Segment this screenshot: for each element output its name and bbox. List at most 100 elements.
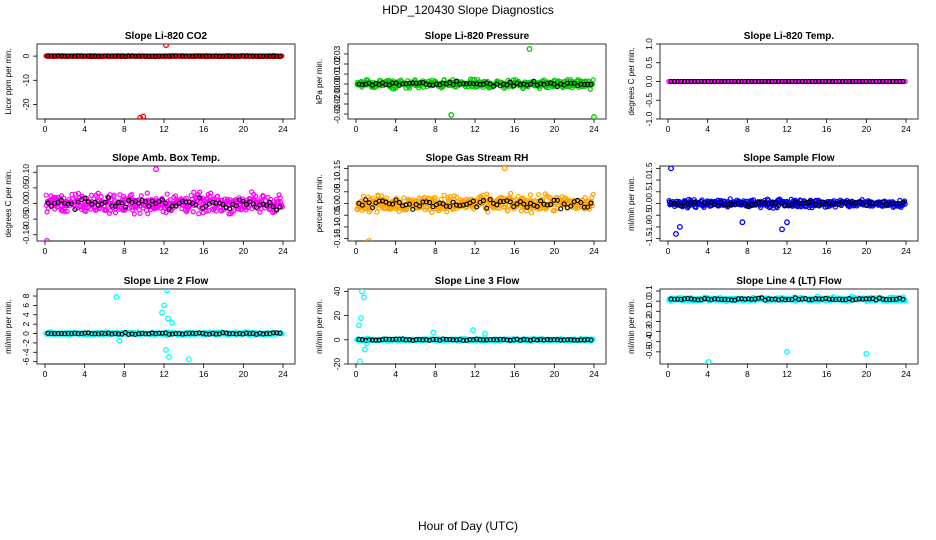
data-points xyxy=(43,289,285,363)
mean-point xyxy=(585,81,591,87)
mean-point xyxy=(200,53,206,59)
outlier-point xyxy=(705,359,712,364)
y-axis-label: percent per min. xyxy=(315,175,324,233)
x-tick-label: 24 xyxy=(589,124,599,134)
mean-point xyxy=(568,80,574,86)
mean-point xyxy=(116,53,122,59)
x-tick-label: 20 xyxy=(239,246,249,256)
mean-point xyxy=(809,198,815,205)
mean-point xyxy=(277,330,283,336)
mean-point xyxy=(887,297,893,303)
series-point xyxy=(902,78,908,85)
mean-point xyxy=(728,201,735,207)
series-point xyxy=(253,193,259,199)
x-tick-label: 16 xyxy=(199,369,209,379)
y-tick-label: -4 xyxy=(21,348,31,356)
mean-point xyxy=(227,331,233,337)
outlier-point xyxy=(44,238,50,241)
mean-point xyxy=(524,204,530,210)
mean-point xyxy=(430,336,436,342)
mean-point xyxy=(538,336,544,343)
mean-point xyxy=(715,296,721,302)
x-tick-label: 24 xyxy=(901,246,911,256)
y-tick-label: 0.02 xyxy=(332,55,342,72)
mean-point xyxy=(762,78,768,85)
mean-point xyxy=(551,197,557,203)
mean-point xyxy=(668,78,674,85)
mean-point xyxy=(427,199,433,206)
mean-point xyxy=(759,78,765,85)
mean-point xyxy=(575,337,581,343)
mean-point xyxy=(68,331,75,337)
series-point xyxy=(527,192,533,198)
mean-point xyxy=(524,337,530,343)
mean-point xyxy=(725,202,731,208)
mean-point xyxy=(99,330,105,336)
y-tick-label: 0.0 xyxy=(644,197,654,209)
mean-point xyxy=(274,330,280,336)
mean-point xyxy=(551,337,557,343)
mean-point xyxy=(186,330,192,336)
outlier-point xyxy=(591,114,597,119)
mean-point xyxy=(816,78,822,85)
mean-point xyxy=(68,53,75,59)
mean-point xyxy=(52,330,58,337)
mean-point xyxy=(233,203,239,209)
mean-point xyxy=(853,78,859,85)
series-point xyxy=(247,196,253,202)
panel-1: Slope Li-820 CO2 Licor ppm per min. 0 4 8 12 1… xyxy=(4,31,296,134)
mean-point xyxy=(433,81,439,87)
mean-point xyxy=(772,200,778,206)
panel-4: Slope Amb. Box Temp. degrees C per min. 0 4… xyxy=(4,153,296,256)
mean-point xyxy=(839,78,846,85)
mean-point xyxy=(142,331,149,337)
mean-point xyxy=(511,337,517,343)
mean-point xyxy=(390,336,396,342)
panel-5: Slope Gas Stream RH percent per min. 0 4 8 12… xyxy=(315,153,607,256)
y-tick-label: -0.5 xyxy=(644,344,654,359)
mean-point xyxy=(453,202,460,208)
mean-point xyxy=(105,53,112,59)
mean-point xyxy=(850,297,856,303)
mean-point xyxy=(450,337,456,343)
mean-point xyxy=(739,296,745,302)
panel-title: Slope Line 4 (LT) Flow xyxy=(736,276,842,287)
x-tick-label: 4 xyxy=(393,124,398,134)
x-tick-label: 24 xyxy=(278,124,288,134)
mean-point xyxy=(890,78,896,85)
mean-point xyxy=(860,296,866,302)
mean-point xyxy=(390,201,396,207)
mean-point xyxy=(193,330,199,337)
series-point xyxy=(587,86,593,92)
mean-point xyxy=(220,330,226,336)
series-point xyxy=(268,196,274,203)
mean-point xyxy=(65,201,71,207)
mean-point xyxy=(789,78,795,85)
x-tick-label: 8 xyxy=(745,369,750,379)
series-point xyxy=(43,192,49,198)
mean-point xyxy=(531,336,537,342)
mean-point xyxy=(742,201,748,207)
mean-point xyxy=(544,202,550,208)
series-point xyxy=(401,195,407,201)
mean-point xyxy=(102,331,108,337)
mean-point xyxy=(122,53,128,59)
mean-point xyxy=(802,78,809,85)
x-tick-label: 20 xyxy=(862,124,872,134)
mean-point xyxy=(129,53,135,59)
mean-point xyxy=(79,53,85,59)
mean-point xyxy=(250,201,256,207)
mean-point xyxy=(588,337,594,343)
mean-point xyxy=(250,53,256,59)
data-points xyxy=(666,166,908,237)
mean-point xyxy=(48,53,54,59)
outlier-point xyxy=(168,319,175,326)
y-tick-label: -0.03 xyxy=(332,104,342,124)
x-tick-label: 0 xyxy=(354,369,359,379)
mean-point xyxy=(715,78,721,85)
mean-point xyxy=(183,331,189,337)
panel-title: Slope Gas Stream RH xyxy=(426,153,529,164)
x-tick-label: 20 xyxy=(862,246,872,256)
mean-point xyxy=(253,204,260,210)
